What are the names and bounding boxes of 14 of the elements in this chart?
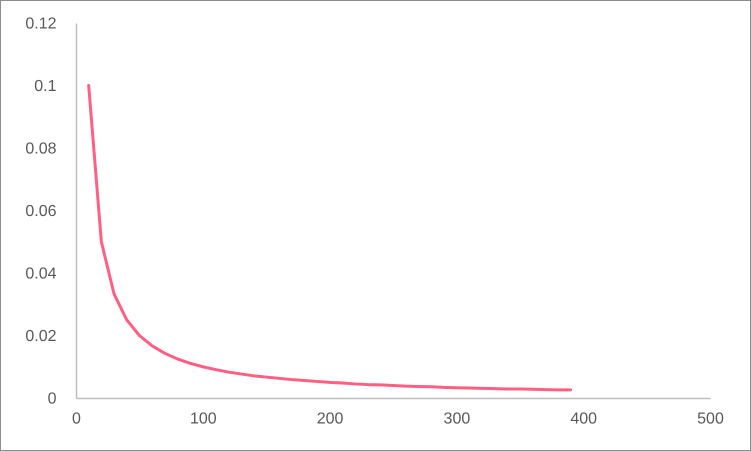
y-tick-label: 0 bbox=[48, 390, 57, 408]
line-series bbox=[87, 84, 572, 392]
x-tick-label: 100 bbox=[190, 410, 217, 428]
y-tick-label: 0.04 bbox=[25, 266, 57, 282]
y-tick-label: 0.12 bbox=[25, 16, 57, 32]
y-tick-label: 0.06 bbox=[25, 203, 57, 220]
x-tick-label: 0 bbox=[72, 410, 82, 428]
x-tick-label: 300 bbox=[444, 410, 470, 428]
y-tick-label: 0.08 bbox=[25, 140, 57, 158]
y-tick-label: 0.1 bbox=[34, 78, 57, 95]
x-tick-label: 200 bbox=[316, 410, 344, 428]
x-tick-label: 500 bbox=[697, 410, 724, 428]
y-tick-label: 0.02 bbox=[25, 328, 57, 345]
x-tick-label: 400 bbox=[570, 410, 598, 428]
